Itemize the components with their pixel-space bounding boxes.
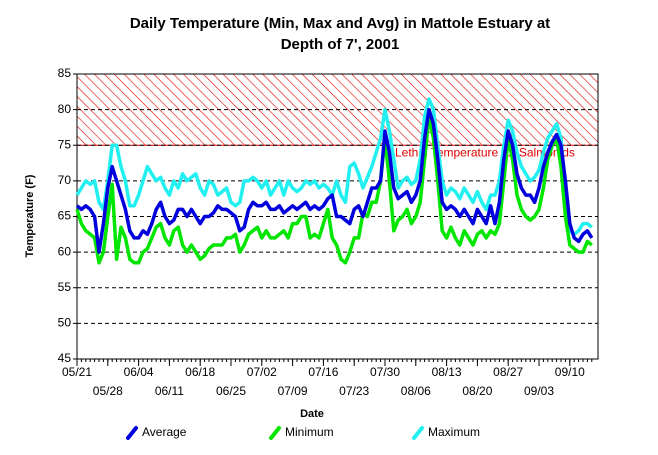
- y-tick-label: 75: [58, 137, 72, 151]
- line-series: [75, 107, 594, 254]
- legend-swatch: [412, 426, 424, 440]
- legend-label: Average: [142, 425, 187, 439]
- y-tick-label: 55: [58, 280, 72, 294]
- x-tick-label: 08/13: [432, 365, 462, 379]
- x-axis-title: Date: [300, 408, 324, 420]
- x-tick-label: 07/09: [278, 384, 308, 398]
- legend-label: Maximum: [428, 425, 480, 439]
- y-tick-label: 65: [58, 209, 72, 223]
- y-tick-label: 50: [58, 316, 72, 330]
- x-tick-label: 06/11: [155, 384, 184, 398]
- x-tick-label: 07/16: [308, 365, 338, 379]
- plot-frame: [76, 73, 599, 360]
- y-tick-label: 60: [58, 244, 72, 258]
- x-tick-label: 06/25: [216, 384, 246, 398]
- line-series: [75, 115, 593, 265]
- x-tick-label: 07/02: [247, 365, 277, 379]
- x-tick-label: 05/28: [93, 384, 123, 398]
- line-series: [75, 97, 593, 237]
- y-tick-label: 70: [58, 173, 72, 187]
- chart-title: Daily Temperature (Min, Max and Avg) in …: [130, 15, 550, 32]
- legend-label: Minimum: [285, 425, 334, 439]
- chart-title: Depth of 7', 2001: [281, 36, 400, 53]
- x-tick-label: 08/06: [401, 384, 431, 398]
- x-tick-label: 06/04: [124, 365, 154, 379]
- x-tick-label: 08/20: [462, 384, 492, 398]
- y-tick-label: 85: [58, 66, 72, 80]
- x-tick-label: 06/18: [185, 365, 215, 379]
- y-tick-label: 80: [58, 102, 72, 116]
- x-tick-label: 08/27: [493, 365, 523, 379]
- y-axis-title: Temperature (F): [24, 174, 36, 257]
- legend-swatch: [126, 426, 138, 440]
- y-tick-label: 45: [58, 351, 72, 365]
- x-tick-label: 09/10: [555, 365, 585, 379]
- x-tick-label: 05/21: [62, 365, 92, 379]
- x-tick-label: 09/03: [524, 384, 554, 398]
- legend-swatch: [269, 426, 281, 440]
- x-tick-label: 07/23: [339, 384, 369, 398]
- x-tick-label: 07/30: [370, 365, 400, 379]
